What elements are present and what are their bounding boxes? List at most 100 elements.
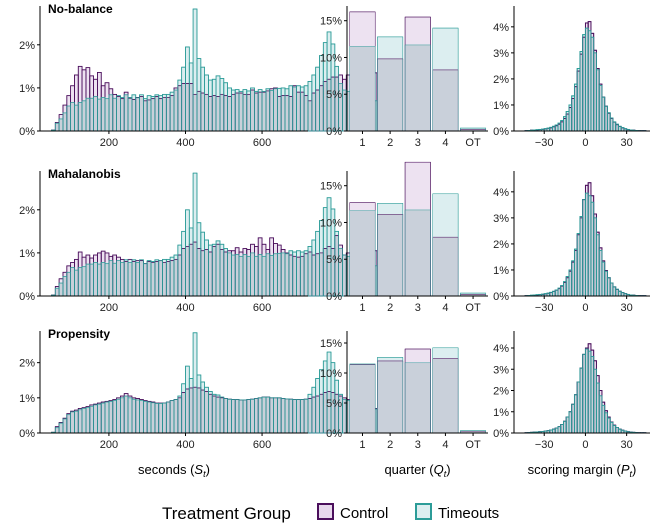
overlap-bar: [585, 28, 589, 132]
overlap-bar: [105, 402, 109, 433]
overlap-bar: [604, 412, 608, 433]
overlap-bar: [555, 428, 558, 433]
overlap-bar: [327, 246, 331, 296]
overlap-bar: [147, 402, 152, 433]
overlap-bar: [154, 261, 159, 296]
x-axis-title-main: seconds (: [138, 462, 195, 477]
overlap-bar: [166, 402, 171, 433]
overlap-bar: [596, 69, 600, 131]
overlap-bar: [78, 102, 83, 131]
overlap-bar: [460, 431, 486, 433]
overlap-bar: [254, 256, 259, 296]
overlap-bar: [621, 430, 624, 433]
panel-2-0: 0% 1% 2% 200 400 600 Propensity: [19, 327, 389, 451]
x-tick-label: 1: [359, 439, 365, 451]
overlap-bar: [626, 129, 630, 131]
overlap-bar: [269, 255, 274, 296]
overlap-bar: [311, 397, 316, 433]
x-tick-label: 30: [621, 137, 633, 149]
overlap-bar: [288, 399, 293, 433]
overlap-bar: [623, 128, 627, 131]
overlap-bar: [262, 92, 266, 131]
overlap-bar: [296, 399, 301, 433]
y-tick-label: 2%: [493, 386, 509, 398]
overlap-bar: [131, 399, 136, 433]
y-tick-label: 4%: [493, 343, 509, 355]
overlap-bar: [432, 69, 459, 131]
overlap-bar: [246, 399, 251, 433]
overlap-bar: [610, 422, 613, 433]
x-tick-label: 30: [621, 439, 633, 451]
overlap-bar: [116, 260, 121, 296]
x-tick-label: 1: [359, 302, 365, 314]
overlap-bar: [590, 202, 594, 296]
overlap-bar: [170, 260, 174, 296]
y-tick-label: 1%: [19, 83, 35, 95]
overlap-bar: [563, 421, 567, 433]
overlap-bar: [574, 394, 578, 433]
overlap-bar: [170, 400, 174, 433]
overlap-bar: [315, 253, 320, 296]
overlap-bar: [549, 292, 553, 296]
row-title: Mahalanobis: [48, 167, 121, 181]
overlap-bar: [577, 382, 580, 433]
overlap-bar: [273, 397, 278, 433]
overlap-bar: [323, 248, 328, 296]
overlap-bar: [78, 409, 83, 433]
overlap-bar: [212, 246, 217, 296]
overlap-bar: [116, 399, 121, 433]
overlap-bar: [342, 90, 347, 131]
y-tick-label: 0%: [493, 428, 509, 440]
overlap-bar: [629, 129, 633, 131]
overlap-bar: [618, 429, 622, 433]
x-axis-title-main: quarter (: [384, 462, 434, 477]
y-tick-label: 2%: [493, 239, 509, 251]
overlap-bar: [55, 427, 60, 433]
overlap-bar: [308, 100, 312, 131]
row-title: No-balance: [48, 2, 113, 16]
overlap-bar: [196, 248, 201, 296]
overlap-bar: [239, 399, 243, 433]
overlap-bar: [250, 90, 255, 131]
panel-1-2: 0% 1% 2% 3% 4% −30 0 30: [493, 171, 650, 314]
y-tick-label: 2%: [19, 40, 35, 52]
overlap-bar: [593, 369, 597, 433]
overlap-bar: [296, 92, 301, 131]
overlap-bar: [582, 354, 586, 433]
overlap-bar: [557, 426, 561, 433]
overlap-bar: [432, 358, 459, 433]
overlap-bar: [590, 356, 594, 433]
overlap-bar: [405, 44, 431, 131]
overlap-bar: [108, 401, 113, 433]
overlap-bar: [116, 96, 121, 131]
overlap-bar: [541, 129, 545, 131]
overlap-bar: [330, 392, 335, 433]
overlap-bar: [546, 293, 550, 296]
overlap-bar: [185, 246, 190, 296]
overlap-bar: [216, 397, 220, 433]
overlap-bar: [235, 254, 240, 296]
overlap-bar: [269, 397, 274, 433]
overlap-bar: [304, 253, 308, 296]
x-tick-label: 200: [100, 439, 118, 451]
overlap-bar: [621, 292, 624, 296]
overlap-bar: [588, 351, 591, 433]
overlap-bar: [231, 94, 236, 131]
overlap-bar: [189, 387, 194, 433]
panel-0-2: 0% 1% 2% 3% 4% −30 0 30: [493, 6, 650, 149]
overlap-bar: [285, 253, 289, 296]
overlap-bar: [158, 260, 163, 296]
x-tick-label: 600: [253, 302, 271, 314]
overlap-bar: [151, 402, 155, 433]
overlap-bar: [346, 91, 351, 131]
overlap-bar: [593, 217, 597, 296]
overlap-bar: [285, 95, 289, 131]
x-axis-title-subscript: t: [630, 469, 633, 479]
overlap-bar: [246, 256, 251, 296]
panel-1-1: 0% 5% 10% 15% 1 2 3 4 OT: [320, 161, 488, 314]
row-title: Propensity: [48, 327, 110, 341]
overlap-bar: [568, 271, 572, 296]
overlap-bar: [577, 71, 580, 131]
overlap-bar: [131, 261, 136, 296]
